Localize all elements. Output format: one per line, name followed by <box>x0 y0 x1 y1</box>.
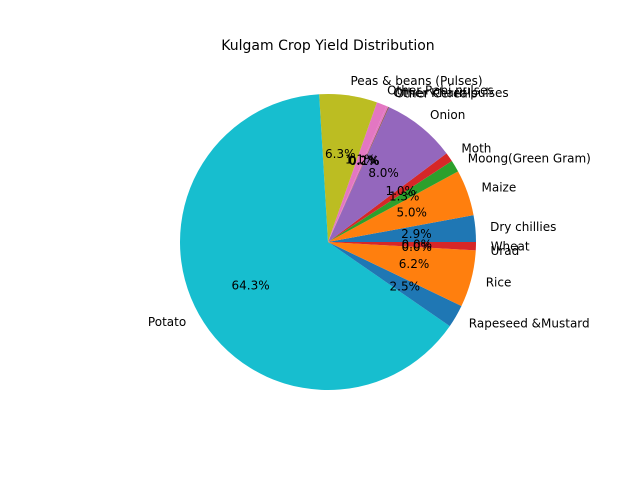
pie-slice-wheat <box>328 242 476 251</box>
pct-label-potato: 64.3% <box>232 279 270 293</box>
pie-slice-peas-beans-pulses <box>319 93 377 242</box>
chart-title: Kulgam Crop Yield Distribution <box>221 38 434 54</box>
pie-slice-other-kharif-pulses <box>328 106 389 242</box>
pct-label-other-rabi-pulses: 1.1% <box>345 152 376 166</box>
pie-slice-moth <box>328 153 452 242</box>
pie-slice-potato <box>179 94 450 390</box>
slice-label-other-rabi-pulses: Other Rabi pulses <box>387 83 494 97</box>
pie-category-labels: Dry chillies Maize Moong(Green Gram)Moth On… <box>148 74 591 331</box>
slice-label-moth: Moth <box>461 142 491 156</box>
slice-label-rapeseed-mustard: Rapeseed &Mustard <box>469 317 590 331</box>
pct-label-rice: 6.2% <box>399 257 430 271</box>
slice-label-onion: Onion <box>430 108 465 122</box>
pie-slice-other-rabi-pulses <box>328 102 387 242</box>
slice-label-maize: Maize <box>482 181 517 195</box>
slice-label-moong-green-gram: Moong(Green Gram) <box>468 152 591 166</box>
pct-label-moong-green-gram: 1.3% <box>389 190 420 204</box>
slice-label-potato: Potato <box>148 315 186 329</box>
pct-label-onion: 8.0% <box>368 166 399 180</box>
pct-label-peas-beans-pulses: 6.3% <box>325 147 356 161</box>
slice-label-other-cereals: Other Cereals <box>395 87 478 101</box>
pct-label-urad: 0.0% <box>401 240 432 254</box>
slice-label-rice: Rice <box>486 276 512 290</box>
pie-percent-labels: 2.9% 5.0%1.3%1.0% 8.0%0.1%0.2%1.1%6.3% 64.3… <box>232 147 433 294</box>
pie-slice-dry-chillies <box>328 215 476 242</box>
slice-label-other-kharif-pulses: Other Kharif pulses <box>393 86 508 100</box>
pie-slice-moong-green-gram <box>328 160 459 242</box>
slice-label-wheat: Wheat <box>491 240 530 254</box>
slice-label-dry-chillies: Dry chillies <box>490 220 556 234</box>
pie-slice-onion <box>328 107 447 242</box>
pie-slice-rice <box>328 242 476 306</box>
pct-label-moth: 1.0% <box>385 184 416 198</box>
pie-slice-maize <box>328 171 474 242</box>
pie-slice-other-cereals <box>328 106 390 242</box>
pct-label-other-kharif-pulses: 0.2% <box>348 154 379 168</box>
pct-label-dry-chillies: 2.9% <box>401 227 432 241</box>
pct-label-other-cereals: 0.1% <box>349 154 380 168</box>
pct-label-maize: 5.0% <box>396 205 427 219</box>
pct-label-wheat: 0.0% <box>402 238 433 252</box>
slice-label-peas-beans-pulses: Peas & beans (Pulses) <box>351 74 483 88</box>
pct-label-rapeseed-mustard: 2.5% <box>390 280 421 294</box>
slice-label-urad: Urad <box>491 244 520 258</box>
pie-slice-rapeseed-mustard <box>328 242 462 327</box>
pie-slices <box>179 93 476 390</box>
